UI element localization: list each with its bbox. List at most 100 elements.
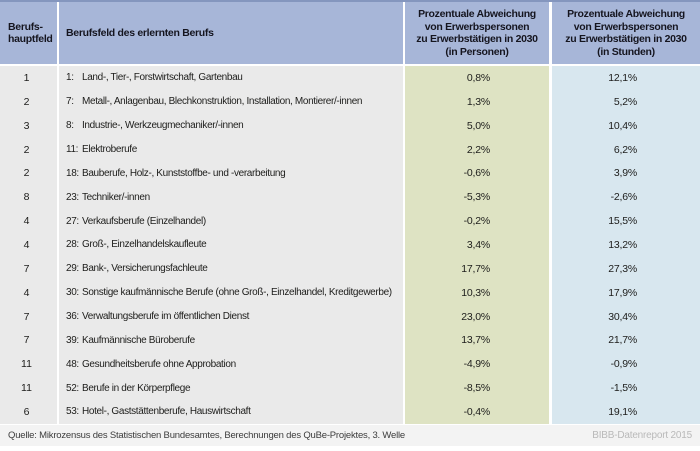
berufsfeld-code: 28: — [66, 239, 79, 251]
column-divider — [57, 2, 59, 64]
hauptfeld-value: 6 — [0, 400, 57, 424]
column-divider — [57, 256, 59, 281]
stunden-value: 30,4% — [552, 304, 700, 329]
column-divider — [403, 376, 405, 401]
berufsfeld-label: Bauberufe, Holz-, Kunststoffbe- und -ver… — [82, 167, 286, 179]
berufsfeld-cell: 7: Metall-, Anlagenbau, Blechkonstruktion… — [59, 89, 403, 114]
personen-value: -8,5% — [405, 376, 549, 401]
column-divider — [57, 185, 59, 210]
hauptfeld-value: 1 — [0, 66, 57, 90]
column-divider — [57, 233, 59, 257]
berufsfeld-cell: 29: Bank-, Versicherungsfachleute — [59, 256, 403, 281]
column-divider — [57, 376, 59, 401]
berufsfeld-label: Sonstige kaufmännische Berufe (ohne Groß… — [82, 287, 392, 299]
berufsfeld-cell: 18: Bauberufe, Holz-, Kunststoffbe- und -… — [59, 161, 403, 186]
column-divider — [549, 66, 552, 90]
source-note: Quelle: Mikrozensus des Statistischen Bu… — [8, 430, 406, 441]
personen-value: -5,3% — [405, 185, 549, 210]
column-divider — [57, 304, 59, 329]
hauptfeld-value: 8 — [0, 185, 57, 210]
berufsfeld-label: Industrie-, Werkzeugmechaniker/-innen — [82, 120, 244, 132]
personen-value: 10,3% — [405, 280, 549, 305]
berufsfeld-label: Gesundheitsberufe ohne Approbation — [82, 358, 236, 370]
table-row: 3 8: Industrie-, Werkzeugmechaniker/-inne… — [0, 113, 700, 138]
table-footer: Quelle: Mikrozensus des Statistischen Bu… — [0, 425, 700, 446]
hauptfeld-value: 4 — [0, 280, 57, 305]
stunden-value: 17,9% — [552, 280, 700, 305]
berufsfeld-label: Berufe in der Körperpflege — [82, 382, 191, 394]
berufsfeld-cell: 28: Groß-, Einzelhandelskaufleute — [59, 233, 403, 257]
col-header-abweichung-stunden: Prozentuale Abweichung von Erwerbsperson… — [552, 2, 700, 64]
col-header-abweichung-personen: Prozentuale Abweichung von Erwerbsperson… — [405, 2, 549, 64]
berufsfeld-cell: 36: Verwaltungsberufe im öffentlichen Die… — [59, 304, 403, 329]
report-credit: BIBB-Datenreport 2015 — [592, 430, 692, 441]
column-divider — [549, 209, 552, 234]
berufsfeld-code: 27: — [66, 215, 79, 227]
personen-value: 13,7% — [405, 328, 549, 353]
column-divider — [549, 2, 552, 64]
column-divider — [57, 89, 59, 114]
table-row: 11 52: Berufe in der Körperpflege -8,5% -… — [0, 376, 700, 401]
berufsfeld-code: 11: — [66, 144, 79, 155]
column-divider — [549, 113, 552, 138]
column-divider — [57, 137, 59, 162]
column-divider — [549, 400, 552, 424]
column-divider — [403, 400, 405, 424]
berufsfeld-code: 53: — [66, 406, 79, 418]
stunden-value: 27,3% — [552, 256, 700, 281]
table-body: 1 1: Land-, Tier-, Forstwirtschaft, Garte… — [0, 66, 700, 424]
stunden-value: 21,7% — [552, 328, 700, 353]
berufsfeld-cell: 11: Elektroberufe — [59, 137, 403, 162]
berufsfeld-label: Elektroberufe — [82, 144, 137, 155]
table-row: 4 28: Groß-, Einzelhandelskaufleute 3,4% … — [0, 233, 700, 257]
column-divider — [549, 328, 552, 353]
berufsfeld-label: Kaufmännische Büroberufe — [82, 334, 195, 346]
stunden-value: 10,4% — [552, 113, 700, 138]
table-row: 7 39: Kaufmännische Büroberufe 13,7% 21,7… — [0, 328, 700, 353]
column-divider — [403, 352, 405, 377]
column-divider — [403, 304, 405, 329]
berufsfeld-label: Groß-, Einzelhandelskaufleute — [82, 239, 207, 251]
table-row: 7 36: Verwaltungsberufe im öffentlichen D… — [0, 304, 700, 329]
berufsfeld-code: 23: — [66, 191, 79, 203]
hauptfeld-value: 7 — [0, 304, 57, 329]
personen-value: 0,8% — [405, 66, 549, 90]
personen-value: 23,0% — [405, 304, 549, 329]
table-row: 2 7: Metall-, Anlagenbau, Blechkonstrukti… — [0, 89, 700, 114]
berufsfeld-cell: 30: Sonstige kaufmännische Berufe (ohne G… — [59, 280, 403, 305]
column-divider — [57, 352, 59, 377]
column-divider — [403, 89, 405, 114]
column-divider — [549, 352, 552, 377]
berufsfeld-code: 48: — [66, 358, 79, 370]
berufsfeld-cell: 23: Techniker/-innen — [59, 185, 403, 210]
stunden-value: -0,9% — [552, 352, 700, 377]
stunden-value: 6,2% — [552, 137, 700, 162]
hauptfeld-value: 3 — [0, 113, 57, 138]
stunden-value: 19,1% — [552, 400, 700, 424]
personen-value: 5,0% — [405, 113, 549, 138]
hauptfeld-value: 2 — [0, 161, 57, 186]
column-divider — [57, 161, 59, 186]
berufsfeld-cell: 27: Verkaufsberufe (Einzelhandel) — [59, 209, 403, 234]
berufsfeld-label: Metall-, Anlagenbau, Blechkonstruktion, … — [82, 96, 363, 108]
berufsfeld-code: 36: — [66, 311, 79, 323]
stunden-value: -1,5% — [552, 376, 700, 401]
berufsfeld-code: 30: — [66, 287, 79, 299]
column-divider — [403, 66, 405, 90]
hauptfeld-value: 7 — [0, 328, 57, 353]
column-divider — [403, 328, 405, 353]
table-row: 8 23: Techniker/-innen -5,3% -2,6% — [0, 185, 700, 210]
personen-value: 3,4% — [405, 233, 549, 257]
hauptfeld-value: 4 — [0, 209, 57, 234]
berufsfeld-code: 39: — [66, 334, 79, 346]
personen-value: -4,9% — [405, 352, 549, 377]
berufsfeld-label: Bank-, Versicherungsfachleute — [82, 263, 208, 275]
stunden-value: 3,9% — [552, 161, 700, 186]
stunden-value: 5,2% — [552, 89, 700, 114]
berufsfeld-cell: 52: Berufe in der Körperpflege — [59, 376, 403, 401]
column-divider — [403, 256, 405, 281]
col-header-berufshauptfeld: Berufs- hauptfeld — [0, 2, 57, 64]
table-header-row: Berufs- hauptfeld Berufsfeld des erlernt… — [0, 2, 700, 64]
hauptfeld-value: 11 — [0, 376, 57, 401]
